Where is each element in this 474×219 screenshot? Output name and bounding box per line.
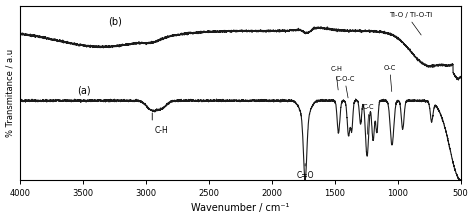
Text: Ti-O / Ti-O-Ti: Ti-O / Ti-O-Ti xyxy=(389,12,432,18)
Text: C-C: C-C xyxy=(363,104,374,110)
Text: (b): (b) xyxy=(108,17,122,27)
Text: C=O: C=O xyxy=(296,171,314,180)
X-axis label: Wavenumber / cm⁻¹: Wavenumber / cm⁻¹ xyxy=(191,203,290,214)
Text: C-O-C: C-O-C xyxy=(336,76,355,82)
Text: C-H: C-H xyxy=(330,66,342,72)
Text: C-H: C-H xyxy=(154,126,168,135)
Text: O-C: O-C xyxy=(384,65,396,71)
Y-axis label: % Transmitance / a.u: % Transmitance / a.u xyxy=(6,49,15,137)
Text: (a): (a) xyxy=(77,86,91,96)
